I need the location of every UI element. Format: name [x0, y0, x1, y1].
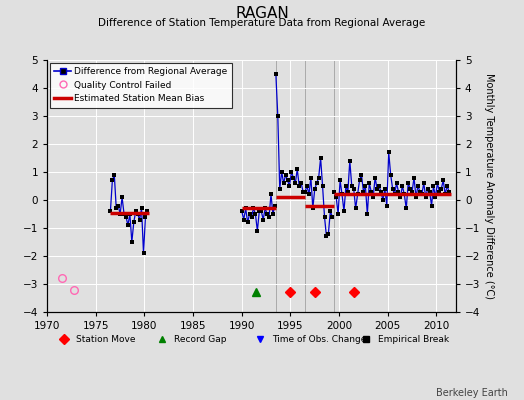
Y-axis label: Monthly Temperature Anomaly Difference (°C): Monthly Temperature Anomaly Difference (… — [485, 73, 495, 299]
Legend: Difference from Regional Average, Quality Control Failed, Estimated Station Mean: Difference from Regional Average, Qualit… — [50, 63, 232, 108]
Text: Record Gap: Record Gap — [174, 334, 226, 344]
Text: Time of Obs. Change: Time of Obs. Change — [272, 334, 366, 344]
Text: Empirical Break: Empirical Break — [378, 334, 450, 344]
Text: Difference of Station Temperature Data from Regional Average: Difference of Station Temperature Data f… — [99, 18, 425, 28]
Text: Station Move: Station Move — [76, 334, 135, 344]
Text: Berkeley Earth: Berkeley Earth — [436, 388, 508, 398]
Text: RAGAN: RAGAN — [235, 6, 289, 21]
